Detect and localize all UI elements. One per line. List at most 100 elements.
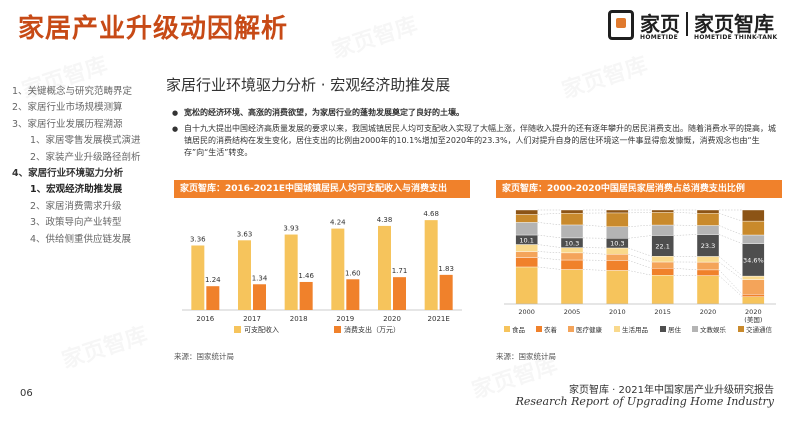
stack-segment [651,256,674,263]
legend-label: 生活用品 [622,325,648,334]
legend-swatch [334,326,341,333]
stack-segment [560,259,584,270]
bullet-highlight: 宽松的经济环境、高涨的消费欲望，为家居行业的蓬勃发展奠定了良好的土壤。 [172,107,782,119]
toc-item[interactable]: 3、政策导向产业转型 [30,217,122,229]
segment-connector [628,235,652,239]
x-tick-label: 2018 [290,315,308,323]
income-chart-header: 家页智库：2016-2021E中国城镇居民人均可支配收入与消费支出 [174,180,470,198]
segment-connector [537,257,562,261]
segment-connector [718,275,743,297]
stack-segment [742,294,765,297]
segment-connector [718,213,743,222]
page-title: 家居产业升级动因解析 [18,14,289,44]
stack-segment [515,251,538,258]
page-number: 06 [20,388,33,399]
data-label: 3.63 [237,230,253,238]
stack-segment [606,247,629,255]
stack-segment [606,212,629,227]
stack-segment [696,213,720,226]
data-label: 4.24 [330,219,346,227]
segment-connector [582,224,607,227]
bar-income [238,240,251,310]
legend-swatch [660,326,666,332]
segment-connector [673,212,698,214]
logo-en-secondary: HOMETIDE THINK-TANK [694,34,778,41]
income-expense-chart: 3.36 1.24 2016 3.63 1.34 2017 3.93 1.46 2018 4.24… [182,210,462,334]
bar-expense [299,281,313,310]
data-label: 1.46 [298,272,314,280]
legend-swatch [568,326,574,332]
data-label: 3.93 [283,225,299,233]
segment-connector [628,224,652,227]
legend-swatch [536,326,542,332]
x-tick-label: 2020 [383,315,401,323]
data-label: 4.68 [423,210,439,218]
bullet-detail: 自十九大提出中国经济高质量发展的要求以来，我国城镇居民人均可支配收入实现了大幅上… [172,123,782,159]
segment-connector [628,270,652,276]
stack-segment [606,260,629,271]
stack-segment [606,209,629,214]
bar-expense [206,286,220,310]
toc-item[interactable]: 2、家居行业市场规模测算 [12,102,123,114]
footer-report-title-en: Research Report of Upgrading Home Indust… [515,395,774,408]
toc-item[interactable]: 1、家居零售发展模式演进 [30,135,141,147]
segment-connector [628,212,652,214]
segment-connector [628,254,652,263]
toc-item[interactable]: 2、家装产业升级路径剖析 [30,151,141,163]
stack-segment [515,244,538,252]
stack-segment [560,224,584,239]
stack-segment [606,270,629,305]
data-label: 1.60 [345,269,361,277]
segment-connector [537,222,562,226]
segment-connector [673,234,698,236]
segment-connector [537,234,562,239]
legend-label: 可支配收入 [244,325,279,334]
segment-connector [628,260,652,269]
stack-segment [651,224,674,236]
segment-label: 10.3 [565,239,579,247]
legend-label: 交通通信 [746,325,773,334]
segment-connector [628,247,652,257]
x-tick-label: 2005 [564,308,581,316]
toc-item[interactable]: 1、宏观经济助推发展 [30,184,123,196]
stack-segment [515,209,538,215]
x-tick-label: 2021E [428,315,450,323]
stack-segment [560,209,584,214]
logo-en-primary: HOMETIDE [640,34,678,41]
bar-expense [346,279,360,310]
segment-label: 34.6% [743,256,764,264]
income-expense-chart-panel: 家页智库：2016-2021E中国城镇居民人均可支配收入与消费支出 3.36 1.… [174,180,470,342]
segment-label: 10.1 [519,236,533,244]
legend-label: 消费支出（万元） [344,325,400,334]
x-tick-label: 2010 [609,308,626,316]
stack-segment [742,209,765,222]
legend-swatch [692,326,698,332]
data-label: 1.71 [392,267,408,275]
segment-connector [537,266,562,270]
segment-connector [582,269,607,271]
x-tick-label: 2016 [196,315,214,323]
stack-segment [651,275,674,305]
stack-segment [560,269,584,305]
footer-report-title-cn: 家页智库 · 2021年中国家居产业升级研究报告 [569,385,774,396]
stack-segment [696,209,720,214]
stack-segment [515,222,538,236]
toc-item[interactable]: 3、家居行业发展历程溯源 [12,118,123,130]
bar-expense [253,284,266,310]
logo-icon [608,10,634,40]
toc-item[interactable]: 1、关键概念与研究范畴界定 [12,86,133,97]
legend-swatch [614,326,620,332]
toc-item[interactable]: 4、家居行业环境驱力分析 [12,167,124,179]
segment-connector [718,225,743,236]
stack-segment [515,257,538,268]
logo-text-primary: 家页 [640,12,680,36]
toc-item[interactable]: 2、家居消费需求升级 [30,200,122,212]
segment-connector [718,269,743,295]
legend-swatch [234,326,241,333]
toc-item[interactable]: 4、供给侧重供应链发展 [30,233,132,245]
stack-segment [515,266,538,305]
legend-label: 衣着 [544,325,558,334]
share-chart-header: 家页智库：2000-2020中国居民家居消费占总消费支出比例 [496,180,782,198]
bar-expense [393,277,406,310]
stack-segment [651,209,674,213]
